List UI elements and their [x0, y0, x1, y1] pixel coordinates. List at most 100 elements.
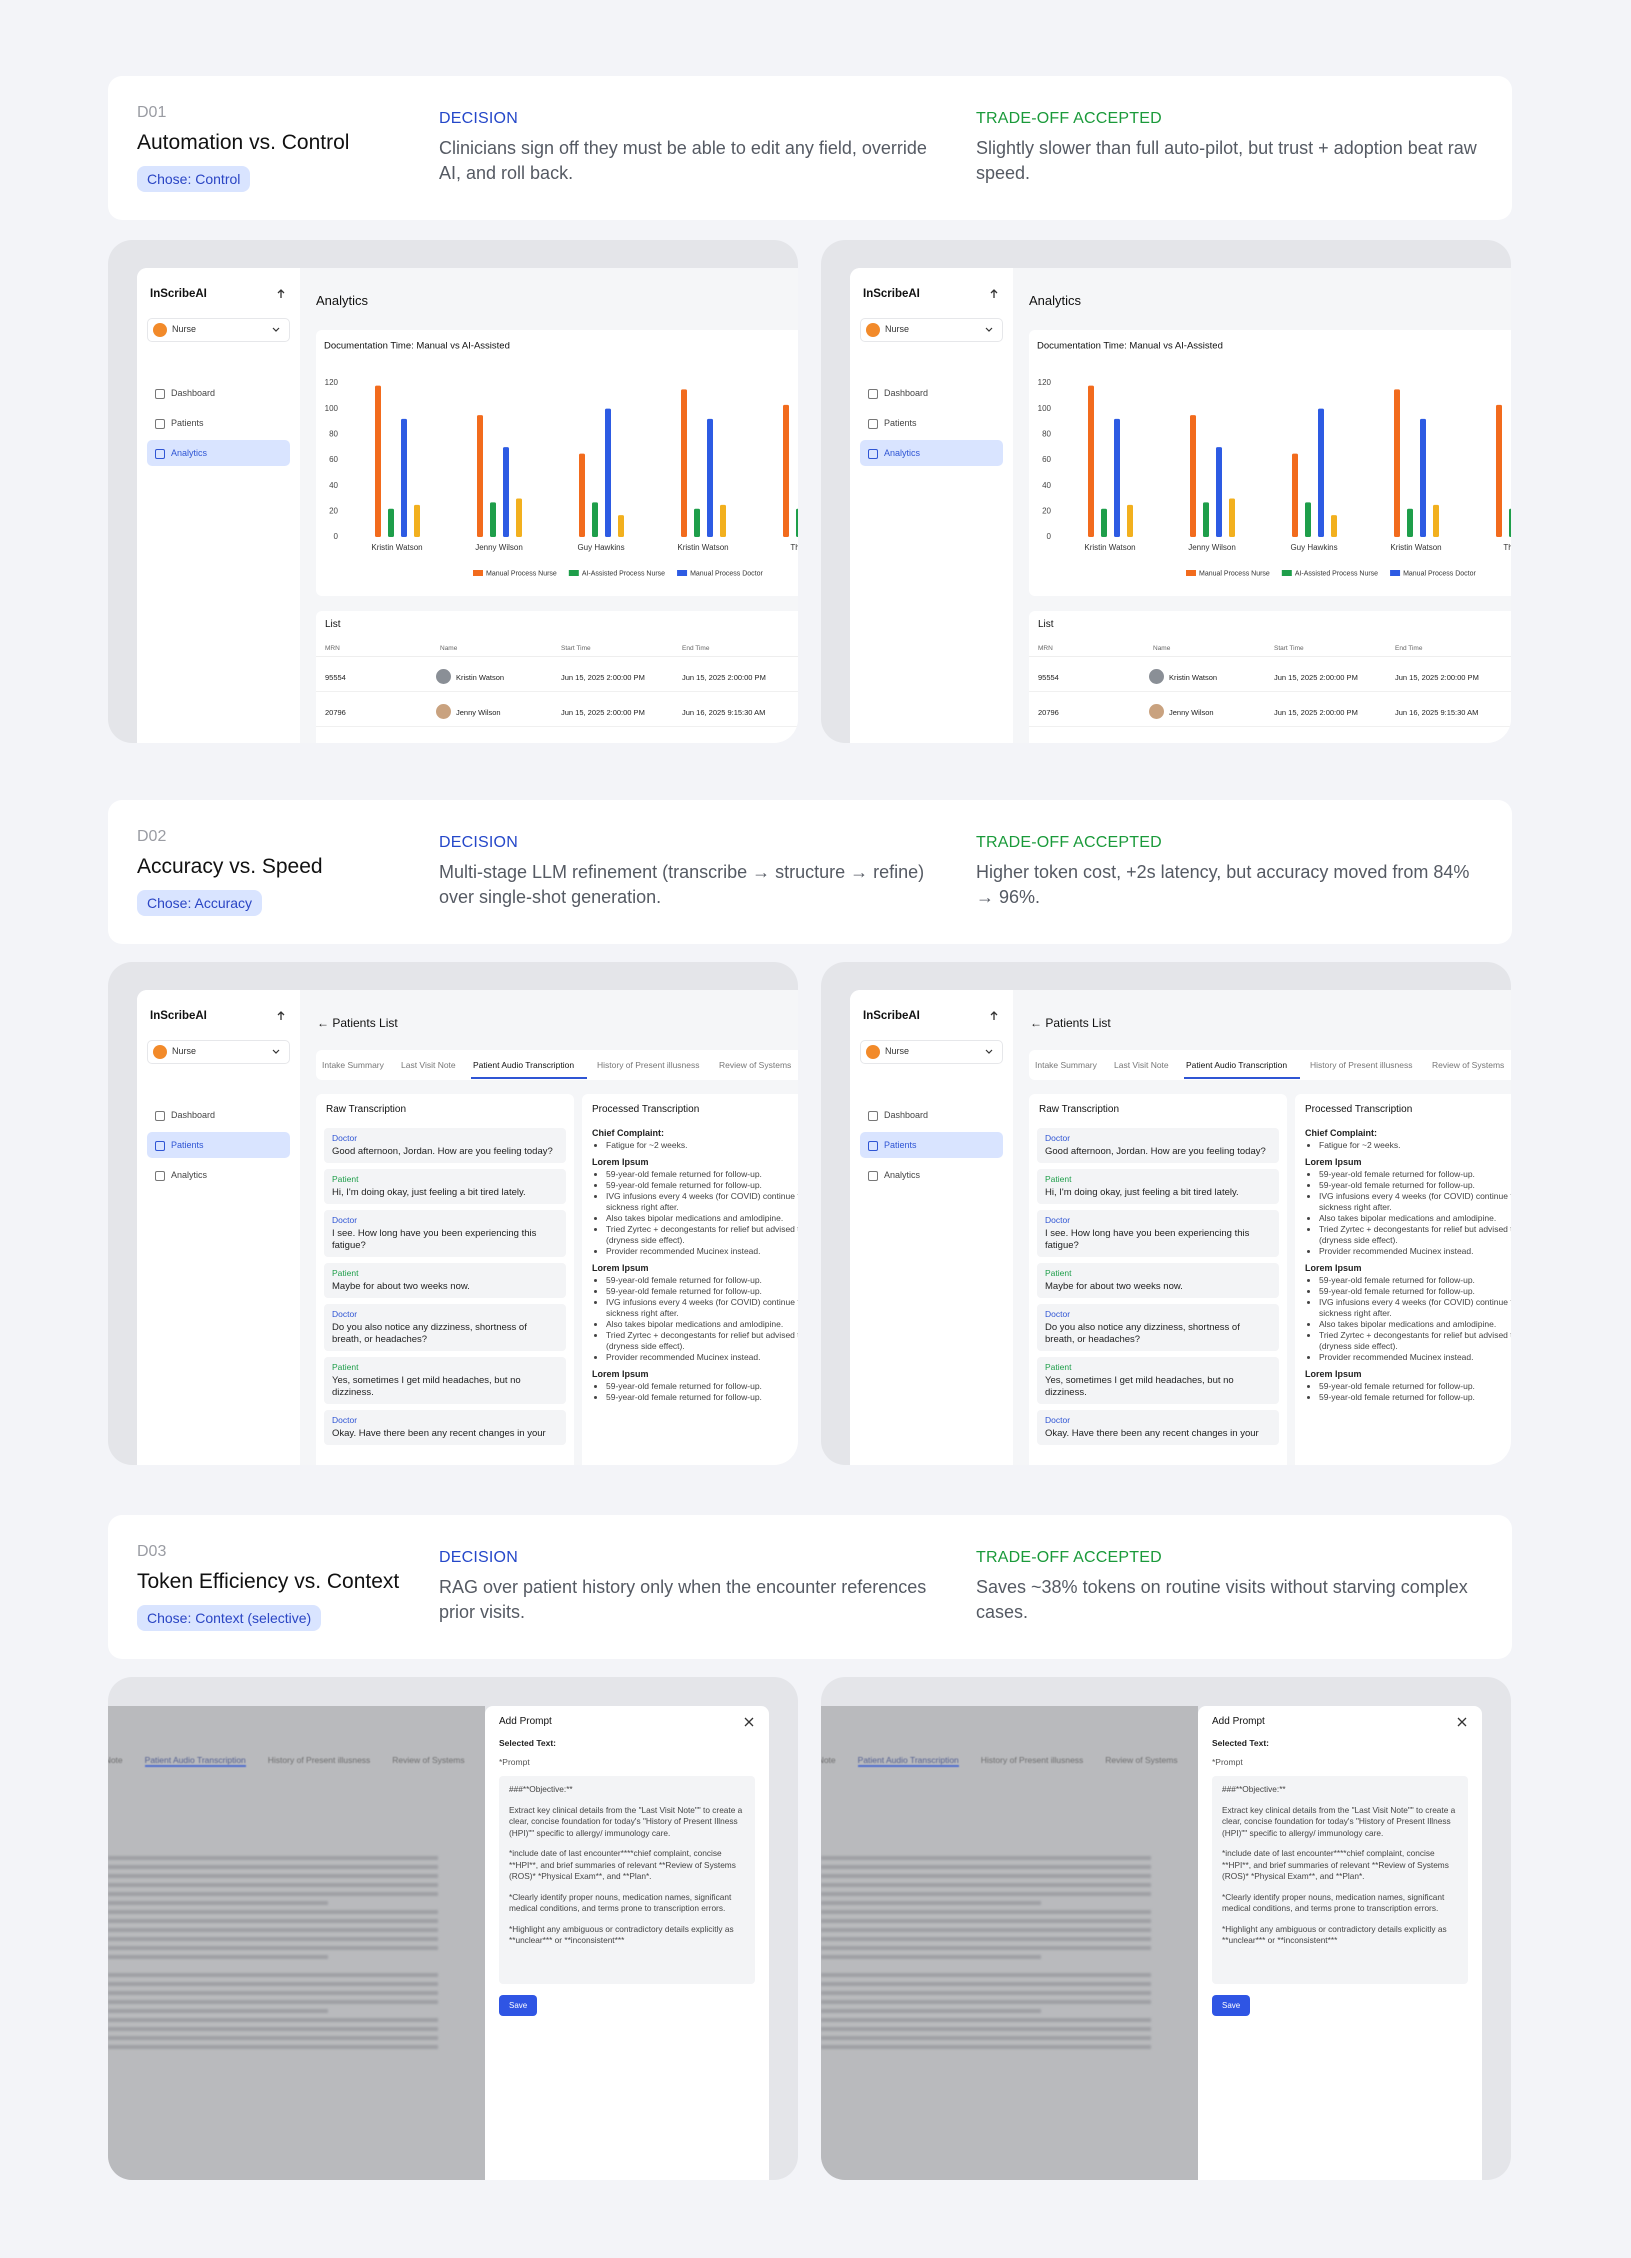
tab[interactable]: Patient Audio Transcription: [1186, 1060, 1288, 1070]
message-text: Good afternoon, Jordan. How are you feel…: [332, 1146, 553, 1157]
save-button[interactable]: Save: [1212, 1995, 1251, 2016]
bar: [1331, 515, 1337, 537]
nav-item[interactable]: Dashboard: [147, 1102, 290, 1128]
heading: Analytics: [316, 293, 369, 308]
divider: [316, 656, 798, 657]
tab[interactable]: Review of Systems: [1432, 1060, 1505, 1070]
chart-title: Documentation Time: Manual vs AI-Assiste…: [324, 341, 510, 352]
role-select[interactable]: Nurse: [147, 1040, 290, 1064]
bar: [592, 502, 598, 537]
modal: Add Prompt Selected Text: *Prompt ###**Obje…: [1198, 1706, 1482, 2180]
section-heading: Lorem Ipsum: [592, 1157, 649, 1167]
mockup-panel: InScribeAI Nurse Dashboard Patients Analytic…: [108, 240, 798, 743]
bar: [388, 508, 394, 537]
message: Patient Hi, I'm doing okay, just feeling …: [1037, 1169, 1279, 1204]
tab[interactable]: Intake Summary: [1035, 1060, 1097, 1070]
cell: 20796: [325, 708, 346, 717]
tradeoff-text: Higher token cost, +2s latency, but accu…: [976, 862, 1470, 907]
save-button[interactable]: Save: [499, 1995, 538, 2016]
cell: 20796: [1038, 708, 1059, 717]
nav-label: Patients: [171, 418, 204, 428]
prompt-textarea[interactable]: ###**Objective:** Extract key clinical de…: [1212, 1776, 1468, 1984]
x-tick-label: Kristin Watson: [371, 543, 422, 552]
legend-label: Manual Process Nurse: [486, 570, 557, 577]
nav-item[interactable]: Dashboard: [860, 1102, 1003, 1128]
tab[interactable]: Intake Summary: [322, 1060, 384, 1070]
nav-item[interactable]: Analytics: [147, 1162, 290, 1188]
y-tick-label: 0: [1047, 532, 1052, 541]
x-tick-label: Jenny Wilson: [1188, 543, 1236, 552]
blurred-line: [108, 2018, 438, 2022]
modal: Add Prompt Selected Text: *Prompt ###**Obje…: [485, 1706, 769, 2180]
prompt-paragraph: *Highlight any ambiguous or contradictor…: [509, 1923, 734, 1946]
message: Patient Maybe for about two weeks now.: [324, 1263, 566, 1298]
blurred-line: [821, 1892, 1151, 1896]
blurred-line: [821, 2009, 1041, 2013]
y-tick-label: 60: [329, 455, 338, 464]
icon: [272, 1049, 280, 1054]
speaker: Patient: [332, 1268, 359, 1278]
close-icon[interactable]: [1456, 1716, 1468, 1728]
nav-icon: [155, 419, 165, 429]
bullet-list: Fatigue for ~2 weeks.: [1305, 1140, 1511, 1151]
nav-item[interactable]: Analytics: [860, 440, 1003, 466]
back-heading[interactable]: ← Patients List: [317, 1016, 398, 1030]
tab[interactable]: History of Present illusness: [1310, 1060, 1413, 1070]
nav-item[interactable]: Analytics: [860, 1162, 1003, 1188]
role: Nurse: [885, 1046, 910, 1056]
tab[interactable]: Patient Audio Transcription: [473, 1060, 575, 1070]
bullet: Provider recommended Mucinex instead.: [606, 1246, 798, 1257]
mockup-panel: Last Visit Note Patient Audio Transcripti…: [108, 1677, 798, 2180]
column-header: Start Time: [561, 645, 591, 652]
nav-item[interactable]: Patients: [147, 1132, 290, 1158]
icon: [985, 327, 993, 332]
icon: [744, 1717, 754, 1727]
blurred-line: [108, 2000, 438, 2004]
choice-chip: Chose: Context (selective): [137, 1605, 322, 1631]
tab-bar: Intake Summary Last Visit Note Patient Aud…: [316, 1050, 798, 1080]
chevron: [272, 1049, 280, 1054]
prompt-textarea[interactable]: ###**Objective:** Extract key clinical de…: [499, 1776, 755, 1984]
section-heading: Chief Complaint:: [1305, 1128, 1377, 1138]
avatar: [866, 1045, 880, 1059]
role-select[interactable]: Nurse: [860, 318, 1003, 342]
tab[interactable]: Last Visit Note: [401, 1060, 456, 1070]
tab[interactable]: History of Present illusness: [597, 1060, 700, 1070]
nav-item[interactable]: Patients: [860, 410, 1003, 436]
avatar: [436, 669, 451, 684]
speaker: Patient: [1045, 1174, 1072, 1184]
bullet: 59-year-old female returned for follow-u…: [606, 1392, 798, 1403]
decision-title: Automation vs. Control: [137, 131, 350, 154]
nav-item[interactable]: Analytics: [147, 440, 290, 466]
brand: InScribeAI: [150, 288, 207, 300]
nav-item[interactable]: Patients: [147, 410, 290, 436]
nav-item[interactable]: Dashboard: [860, 380, 1003, 406]
blurred-line: [108, 1937, 438, 1941]
bullet-list: Fatigue for ~2 weeks.: [592, 1140, 798, 1151]
blurred-line: [821, 1919, 1151, 1923]
cell: Jenny Wilson: [1169, 708, 1214, 717]
blurred-line: [108, 2009, 328, 2013]
close-icon[interactable]: [743, 1716, 755, 1728]
brand: InScribeAI: [150, 1010, 207, 1022]
nav-item[interactable]: Dashboard: [147, 380, 290, 406]
back-heading[interactable]: ← Patients List: [1030, 1016, 1111, 1030]
bullet-list: 59-year-old female returned for follow-u…: [592, 1275, 798, 1363]
x-tick-label: Guy Hawkins: [577, 543, 624, 552]
nav-icon: [155, 1171, 165, 1181]
message: Doctor Okay. Have there been any recent c…: [324, 1410, 566, 1445]
decision-label: DECISION: [439, 1549, 518, 1566]
tab[interactable]: Last Visit Note: [1114, 1060, 1169, 1070]
role-select[interactable]: Nurse: [860, 1040, 1003, 1064]
role-select[interactable]: Nurse: [147, 318, 290, 342]
tab-bar: Intake Summary Last Visit Note Patient Aud…: [1029, 1050, 1511, 1080]
bullet: Also takes bipolar medications and amlod…: [1319, 1319, 1511, 1330]
list-card: List MRN Name Start Time End Time 95554 Kristi…: [316, 611, 798, 743]
bullet-list: 59-year-old female returned for follow-u…: [592, 1169, 798, 1257]
nav-item[interactable]: Patients: [860, 1132, 1003, 1158]
message: Doctor Good afternoon, Jordan. How are yo…: [1037, 1128, 1279, 1163]
bullet: 59-year-old female returned for follow-u…: [606, 1286, 798, 1297]
tab[interactable]: Review of Systems: [719, 1060, 792, 1070]
avatar: [153, 1045, 167, 1059]
tradeoff-label: TRADE-OFF ACCEPTED: [976, 110, 1162, 127]
